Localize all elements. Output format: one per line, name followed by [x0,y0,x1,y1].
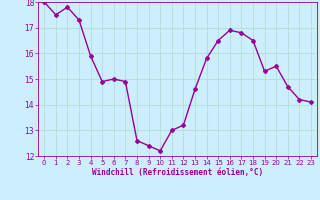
X-axis label: Windchill (Refroidissement éolien,°C): Windchill (Refroidissement éolien,°C) [92,168,263,177]
